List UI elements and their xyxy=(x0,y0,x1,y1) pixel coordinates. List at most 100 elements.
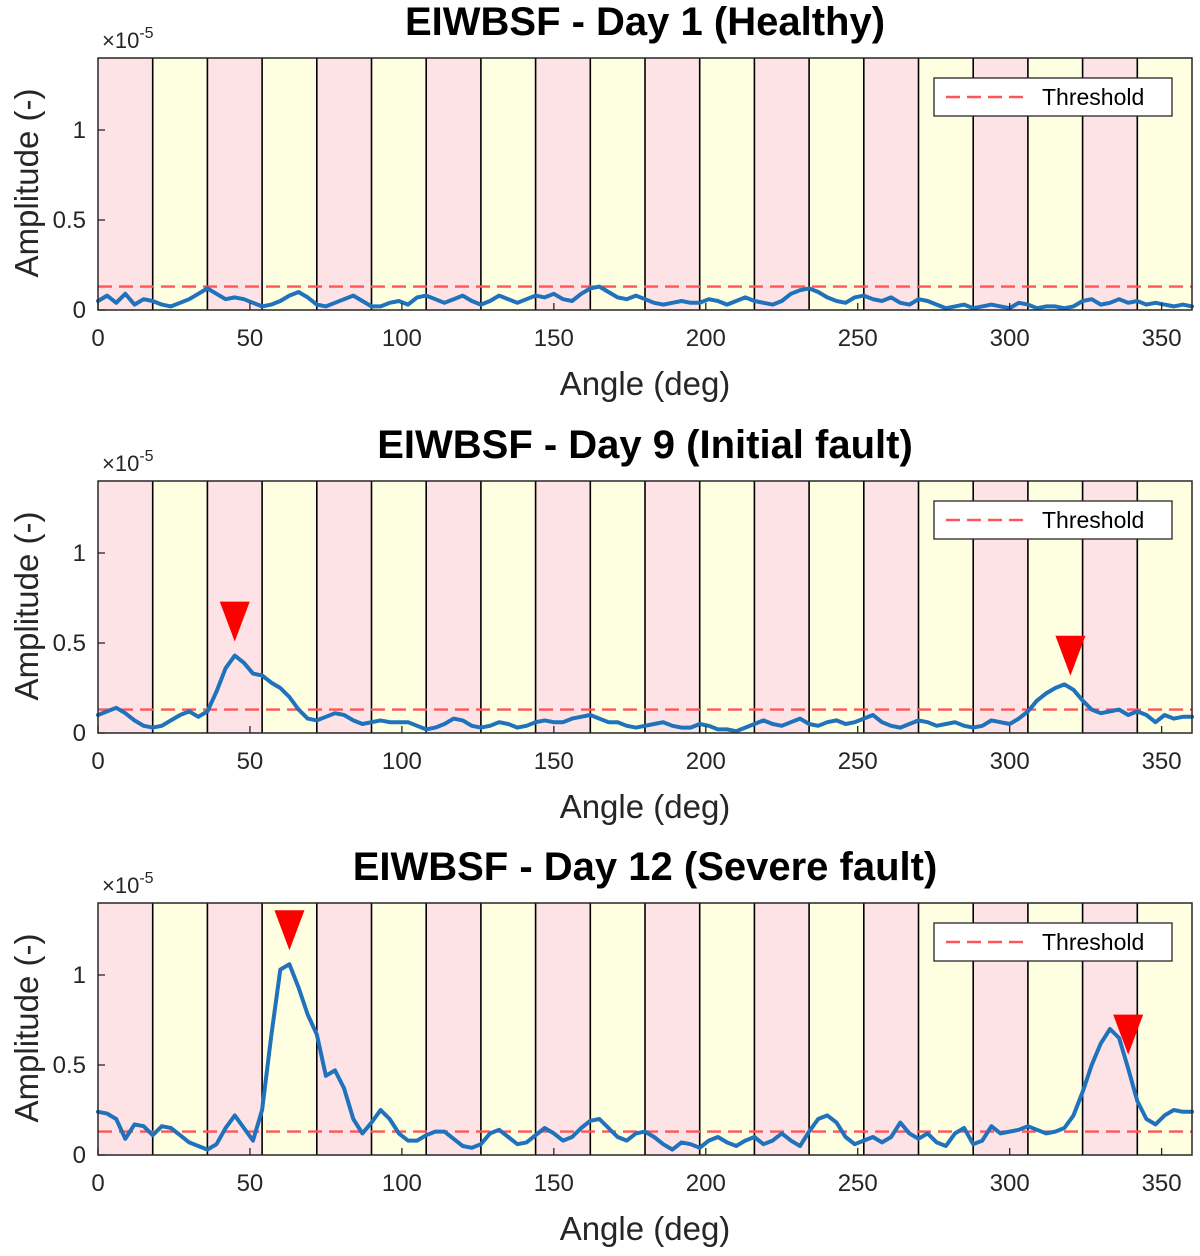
sector-band xyxy=(590,903,645,1155)
sector-band xyxy=(426,58,481,310)
axes-frame xyxy=(97,57,1193,311)
sector-band xyxy=(98,481,153,733)
axes-frame xyxy=(97,902,1193,1156)
legend-label: Threshold xyxy=(1042,507,1144,533)
series-line xyxy=(96,653,1194,734)
x-tick-label: 100 xyxy=(382,1170,422,1197)
sector-band xyxy=(863,58,919,310)
sector-band xyxy=(699,58,755,310)
x-tick-label: 50 xyxy=(237,1170,264,1197)
sector-band xyxy=(426,481,481,733)
panel-day-1: 0 50 100 150 200 250 300 350 0 0.5 1 Threshold EIWB… xyxy=(8,0,1194,402)
sector-band xyxy=(371,481,427,733)
sector-band xyxy=(262,481,317,733)
x-tick-label: 350 xyxy=(1142,325,1182,352)
x-tick-label: 300 xyxy=(990,325,1030,352)
x-tick-label: 100 xyxy=(382,748,422,775)
sector-band xyxy=(98,58,153,310)
fault-marker xyxy=(274,910,305,951)
x-tick-label: 200 xyxy=(686,1170,726,1197)
y-tick-label: 0.5 xyxy=(53,630,86,657)
sector-band xyxy=(152,481,208,733)
sector-band xyxy=(645,481,700,733)
sector-band xyxy=(98,903,153,1155)
sector-band xyxy=(699,903,755,1155)
y-tick-label: 0 xyxy=(73,720,86,747)
y-exponent-power: -5 xyxy=(139,870,153,887)
legend-label: Threshold xyxy=(1042,929,1144,955)
sector-band xyxy=(754,903,810,1155)
y-axis-label: Amplitude (-) xyxy=(8,934,45,1123)
series-line xyxy=(96,962,1194,1152)
sector-band xyxy=(480,58,536,310)
y-exponent-label: ×10-5 xyxy=(102,448,154,476)
sector-band xyxy=(316,903,372,1155)
sector-band xyxy=(699,481,755,733)
sector-band xyxy=(316,58,372,310)
sector-band xyxy=(535,481,591,733)
axes-frame xyxy=(97,480,1193,734)
sector-band xyxy=(207,903,263,1155)
sector-band xyxy=(262,58,317,310)
y-tick-label: 0 xyxy=(73,297,86,324)
sector-band xyxy=(535,903,591,1155)
sector-band xyxy=(590,58,645,310)
x-tick-label: 250 xyxy=(838,325,878,352)
x-axis-label: Angle (deg) xyxy=(560,365,731,402)
sector-band xyxy=(316,481,372,733)
y-exponent-base: ×10 xyxy=(102,28,139,53)
x-tick-label: 50 xyxy=(237,325,264,352)
y-exponent-base: ×10 xyxy=(102,451,139,476)
sector-band xyxy=(152,58,208,310)
x-tick-label: 0 xyxy=(91,325,104,352)
x-tick-label: 150 xyxy=(534,325,574,352)
x-tick-label: 250 xyxy=(838,1170,878,1197)
sector-band xyxy=(809,58,864,310)
sector-band xyxy=(645,903,700,1155)
fault-marker xyxy=(219,601,250,642)
x-tick-label: 0 xyxy=(91,1170,104,1197)
x-tick-label: 300 xyxy=(990,1170,1030,1197)
x-tick-label: 250 xyxy=(838,748,878,775)
x-tick-label: 200 xyxy=(686,325,726,352)
y-exponent-power: -5 xyxy=(139,25,153,42)
x-tick-label: 150 xyxy=(534,1170,574,1197)
x-tick-label: 350 xyxy=(1142,748,1182,775)
sector-band xyxy=(480,903,536,1155)
y-axis-label: Amplitude (-) xyxy=(8,512,45,701)
sector-band xyxy=(754,58,810,310)
chart-title: EIWBSF - Day 1 (Healthy) xyxy=(405,0,885,44)
sector-band xyxy=(535,58,591,310)
y-exponent-power: -5 xyxy=(139,448,153,465)
sector-band xyxy=(809,481,864,733)
y-tick-label: 1 xyxy=(73,540,86,567)
sector-band xyxy=(207,58,263,310)
panel-day-9: 0 50 100 150 200 250 300 350 0 0.5 1 Threshold EIWB… xyxy=(8,423,1194,825)
chart-title: EIWBSF - Day 12 (Severe fault) xyxy=(353,845,938,889)
sector-band xyxy=(371,903,427,1155)
y-tick-label: 0 xyxy=(73,1142,86,1169)
y-exponent-base: ×10 xyxy=(102,873,139,898)
x-tick-label: 50 xyxy=(237,748,264,775)
plot-area: 0 50 100 150 200 250 300 350 0 0.5 1 Threshold xyxy=(53,57,1194,352)
x-tick-label: 300 xyxy=(990,748,1030,775)
panel-day-12: 0 50 100 150 200 250 300 350 0 0.5 1 Threshold EIWB… xyxy=(8,845,1194,1247)
plot-area: 0 50 100 150 200 250 300 350 0 0.5 1 Threshold xyxy=(53,902,1194,1197)
x-axis-label: Angle (deg) xyxy=(560,1210,731,1247)
sector-band xyxy=(645,58,700,310)
y-tick-label: 1 xyxy=(73,117,86,144)
y-exponent-label: ×10-5 xyxy=(102,870,154,898)
sector-band xyxy=(152,903,208,1155)
x-tick-label: 150 xyxy=(534,748,574,775)
sector-band xyxy=(754,481,810,733)
sector-band xyxy=(590,481,645,733)
sector-band xyxy=(809,903,864,1155)
legend-label: Threshold xyxy=(1042,84,1144,110)
x-tick-label: 200 xyxy=(686,748,726,775)
fault-marker xyxy=(1055,635,1086,676)
sector-band xyxy=(426,903,481,1155)
sector-band xyxy=(863,903,919,1155)
y-tick-label: 0.5 xyxy=(53,207,86,234)
x-tick-label: 0 xyxy=(91,748,104,775)
